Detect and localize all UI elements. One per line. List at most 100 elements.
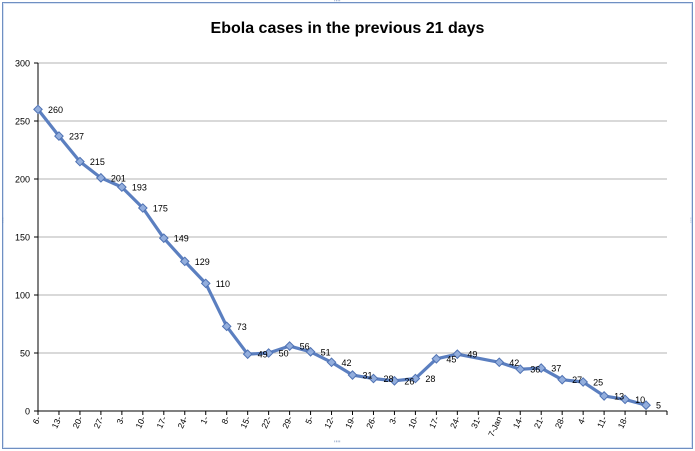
y-tick-label-200: 200 xyxy=(15,175,30,185)
y-tick-label-250: 250 xyxy=(15,117,30,127)
marker-16 xyxy=(368,373,379,384)
resize-handle-bottom[interactable]: '''' xyxy=(334,440,341,447)
data-label-19: 45 xyxy=(446,354,456,364)
data-labels: 260 237 215 201 193 175 149 129 110 73 49 50 56 51 42 3… xyxy=(48,105,661,411)
marker-20 xyxy=(452,349,463,360)
y-tick-label-0: 0 xyxy=(25,407,30,417)
data-label-10: 49 xyxy=(258,350,268,360)
x-tick-label-0: 6- xyxy=(31,414,43,425)
marker-15 xyxy=(347,370,358,380)
data-label-21: 42 xyxy=(509,358,519,368)
chart-title: Ebola cases in the previous 21 days xyxy=(210,20,485,37)
y-tick-label-100: 100 xyxy=(15,291,30,301)
x-tick-label-7: 24- xyxy=(175,414,189,430)
x-tick-label-11: 22- xyxy=(259,414,273,430)
data-label-2: 215 xyxy=(90,157,105,167)
x-tick-label-6: 17- xyxy=(154,414,168,430)
x-tick-label-24: 21- xyxy=(532,414,546,430)
marker-27 xyxy=(620,394,630,405)
x-tick-label-26: 4- xyxy=(576,414,588,425)
data-label-18: 28 xyxy=(425,374,435,384)
marker-7 xyxy=(179,256,190,267)
x-tick-label-18: 10- xyxy=(406,414,420,430)
x-tick-label-12: 29- xyxy=(280,414,294,430)
y-tick-label-300: 300 xyxy=(15,59,30,69)
data-label-14: 42 xyxy=(342,358,352,368)
data-label-24: 27 xyxy=(572,375,582,385)
marker-24 xyxy=(557,374,568,385)
y-tick-labels: 0 50 100 150 200 250 300 xyxy=(15,59,30,417)
marker-23 xyxy=(536,363,547,373)
x-tick-label-5: 10- xyxy=(133,414,147,430)
data-label-20: 49 xyxy=(467,350,477,360)
data-label-9: 73 xyxy=(237,322,247,332)
x-tick-label-25: 28- xyxy=(553,414,567,430)
marker-22 xyxy=(515,364,526,375)
data-label-15: 31 xyxy=(363,371,373,381)
x-tick-label-28: 18- xyxy=(616,414,630,430)
resize-handle-top[interactable]: '''' xyxy=(334,0,341,6)
x-tick-label-14: 12- xyxy=(322,414,336,430)
data-label-17: 26 xyxy=(404,376,414,386)
resize-handle-left[interactable]: ⋮ xyxy=(0,217,6,224)
marker-12 xyxy=(284,341,295,351)
marker-8 xyxy=(200,278,211,289)
marker-11 xyxy=(263,348,274,358)
marker-13 xyxy=(305,346,316,357)
data-label-7: 129 xyxy=(195,257,210,267)
y-tick-label-50: 50 xyxy=(20,349,30,359)
x-tick-label-20: 24- xyxy=(448,414,462,430)
data-label-12: 56 xyxy=(300,342,310,352)
data-label-23: 37 xyxy=(551,364,561,374)
data-label-8: 110 xyxy=(216,279,230,289)
data-label-5: 175 xyxy=(153,204,168,214)
marker-6 xyxy=(158,233,169,244)
marker-25 xyxy=(578,377,589,387)
data-label-27: 10 xyxy=(635,395,645,405)
x-tick-label-9: 8- xyxy=(219,414,231,425)
data-label-4: 193 xyxy=(132,183,147,193)
marker-2 xyxy=(75,156,85,167)
marker-28 xyxy=(641,400,651,411)
resize-handle-right[interactable]: ⋮ xyxy=(688,217,694,224)
axes xyxy=(34,62,668,415)
marker-10 xyxy=(242,349,253,360)
marker-5 xyxy=(137,203,148,213)
marker-4 xyxy=(116,182,127,193)
data-label-22: 36 xyxy=(530,365,540,375)
x-tick-label-4: 3- xyxy=(114,414,126,425)
data-label-0: 260 xyxy=(48,105,63,115)
marker-14 xyxy=(326,357,337,368)
marker-3 xyxy=(95,172,106,183)
x-tick-label-8: 1- xyxy=(198,414,210,425)
x-tick-label-10: 15- xyxy=(238,414,252,430)
x-tick-label-17: 3- xyxy=(387,414,399,425)
x-tick-label-16: 26- xyxy=(364,414,378,430)
data-label-1: 237 xyxy=(69,132,84,142)
x-tick-label-2: 20- xyxy=(70,414,84,430)
x-tick-label-21: 31- xyxy=(469,414,483,430)
data-label-3: 201 xyxy=(111,173,126,183)
data-label-26: 13 xyxy=(614,391,624,401)
y-tick-label-150: 150 xyxy=(15,233,30,243)
data-label-16: 28 xyxy=(383,374,393,384)
marker-9 xyxy=(221,321,232,332)
data-label-6: 149 xyxy=(174,234,189,244)
marker-1 xyxy=(54,131,64,141)
x-tick-label-13: 5- xyxy=(303,414,315,425)
gridlines xyxy=(38,62,667,354)
x-tick-label-1: 13- xyxy=(50,414,64,430)
data-label-28: 5 xyxy=(656,401,661,411)
x-tick-label-27: 11- xyxy=(595,414,609,429)
marker-0 xyxy=(33,104,43,115)
markers xyxy=(33,104,651,411)
marker-26 xyxy=(599,391,610,401)
x-tick-labels: 6- 13- 20- 27- 3- 10- 17- 24- 1- 8- 15- 22- 29- 5- 12-… xyxy=(31,414,630,438)
x-tick-label-19: 17- xyxy=(427,414,441,430)
marker-19 xyxy=(431,353,442,364)
data-label-25: 25 xyxy=(593,378,603,388)
x-tick-label-3: 27- xyxy=(91,414,105,430)
marker-21 xyxy=(494,357,505,368)
